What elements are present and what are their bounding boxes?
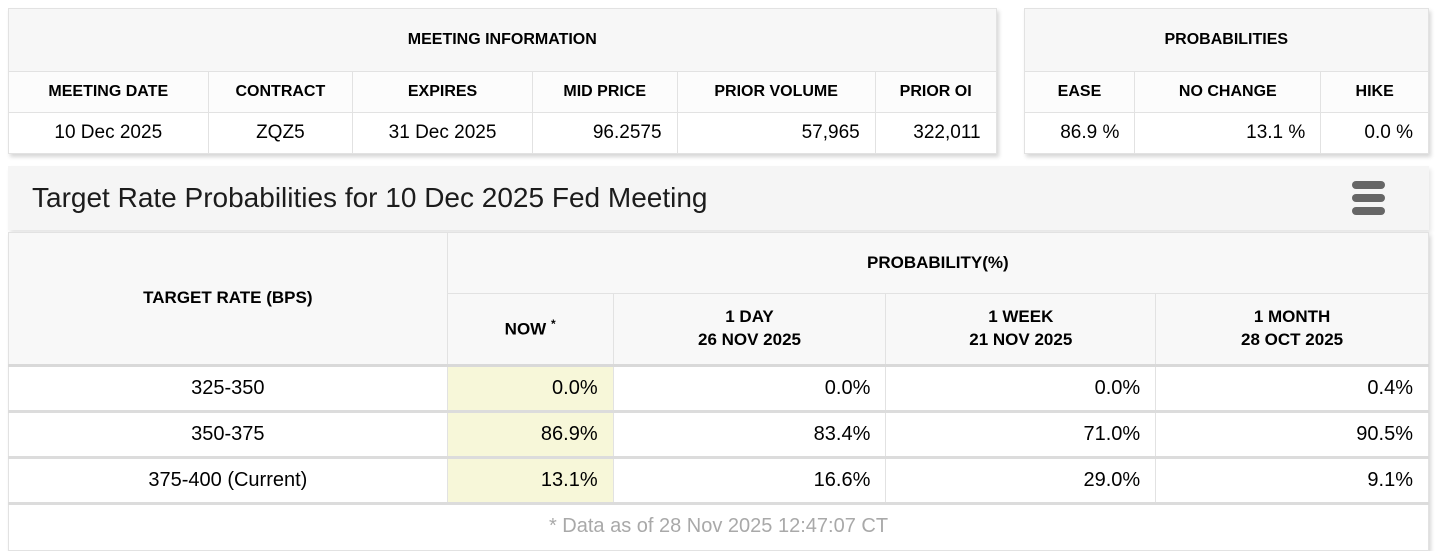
day-probability: 0.0% <box>613 365 887 413</box>
hamburger-bar <box>1352 194 1385 202</box>
target-rate-label: 350-375 <box>8 411 448 459</box>
expires-value: 31 Dec 2025 <box>352 112 533 154</box>
target-rate-table: TARGET RATE (BPS) PROBABILITY(%) NOW * 1… <box>8 232 1429 551</box>
meeting-information-row: 10 Dec 2025 ZQZ5 31 Dec 2025 96.2575 57,… <box>8 112 997 154</box>
footnote-marker: * <box>550 317 556 332</box>
week-probability: 71.0% <box>885 411 1157 459</box>
prior-volume-value: 57,965 <box>677 112 876 154</box>
ease-value: 86.9 % <box>1024 112 1136 154</box>
table-row: 350-375 86.9% 83.4% 71.0% 90.5% <box>8 411 1429 459</box>
hike-value: 0.0 % <box>1364 122 1413 143</box>
hamburger-bar <box>1352 181 1385 189</box>
hamburger-bar <box>1352 207 1385 215</box>
table-row: 325-350 0.0% 0.0% 0.0% 0.4% <box>8 365 1429 413</box>
column-header-prior-oi: PRIOR OI <box>875 71 997 113</box>
mid-price-value: 96.2575 <box>532 112 678 154</box>
week-probability: 0.0% <box>885 365 1157 413</box>
target-rate-label: 325-350 <box>8 365 448 413</box>
meeting-information-title: MEETING INFORMATION <box>8 8 997 72</box>
contract-value: ZQZ5 <box>208 112 354 154</box>
prior-oi-value: 322,011 <box>913 122 981 143</box>
month-probability: 9.1% <box>1155 457 1429 505</box>
column-header-prior-volume: PRIOR VOLUME <box>677 71 876 113</box>
now-probability: 86.9% <box>447 411 614 459</box>
now-probability: 13.1% <box>447 457 614 505</box>
column-header-1-month: 1 MONTH 28 OCT 2025 <box>1155 293 1429 367</box>
hamburger-icon[interactable] <box>1348 177 1389 219</box>
column-header-contract: CONTRACT <box>208 71 354 113</box>
meeting-information-table: MEETING INFORMATION MEETING DATE CONTRAC… <box>8 8 997 154</box>
probabilities-row: 86.9 % 13.1 % 0.0 % <box>1024 112 1428 154</box>
no-change-value: 13.1 % <box>1134 112 1322 154</box>
column-header-hike: HIKE <box>1320 71 1429 113</box>
column-header-mid-price: MID PRICE <box>532 71 678 113</box>
table-row: 375-400 (Current) 13.1% 16.6% 29.0% 9.1% <box>8 457 1429 505</box>
chart-titlebar: Target Rate Probabilities for 10 Dec 202… <box>8 166 1429 230</box>
day-probability: 83.4% <box>613 411 887 459</box>
page-title: Target Rate Probabilities for 10 Dec 202… <box>32 182 708 213</box>
month-probability: 90.5% <box>1155 411 1429 459</box>
week-probability: 29.0% <box>885 457 1157 505</box>
probability-pct-header: PROBABILITY(%) <box>447 232 1429 294</box>
column-header-ease: EASE <box>1024 71 1136 113</box>
probabilities-title: PROBABILITIES <box>1024 8 1429 72</box>
column-header-now: NOW * <box>447 293 614 367</box>
day-probability: 16.6% <box>613 457 887 505</box>
column-header-1-day: 1 DAY 26 NOV 2025 <box>613 293 887 367</box>
summary-tables-row: MEETING INFORMATION MEETING DATE CONTRAC… <box>8 8 1429 154</box>
column-header-meeting-date: MEETING DATE <box>8 71 209 113</box>
column-header-no-change: NO CHANGE <box>1134 71 1322 113</box>
target-rate-bps-header: TARGET RATE (BPS) <box>8 232 448 367</box>
probabilities-table: PROBABILITIES EASE NO CHANGE HIKE 86.9 %… <box>1023 8 1429 154</box>
month-probability: 0.4% <box>1155 365 1429 413</box>
column-header-1-week: 1 WEEK 21 NOV 2025 <box>885 293 1157 367</box>
data-as-of-footnote: * Data as of 28 Nov 2025 12:47:07 CT <box>8 503 1429 551</box>
meeting-date-value: 10 Dec 2025 <box>8 112 209 154</box>
column-header-expires: EXPIRES <box>352 71 533 113</box>
target-rate-label: 375-400 (Current) <box>8 457 448 505</box>
now-probability: 0.0% <box>447 365 614 413</box>
